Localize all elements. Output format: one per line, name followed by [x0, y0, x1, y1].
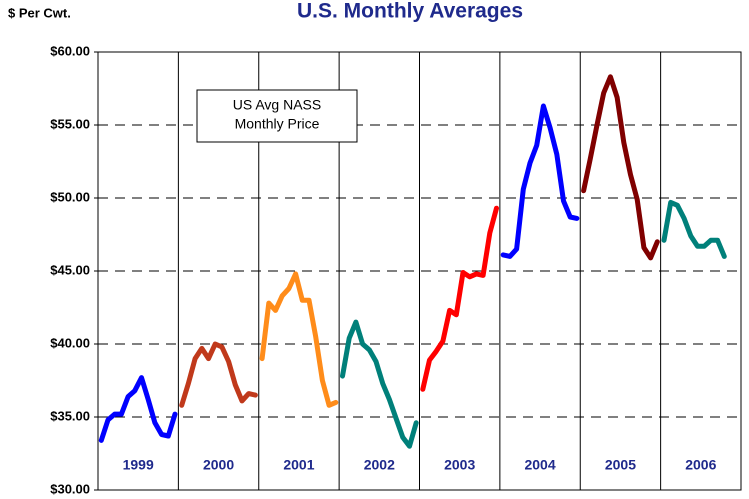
y-tick-label: $30.00 — [50, 481, 90, 496]
chart-title: U.S. Monthly Averages — [297, 0, 523, 23]
y-tick-label: $45.00 — [50, 262, 90, 277]
annotation-box — [196, 89, 358, 143]
year-label: 1999 — [123, 457, 154, 473]
line-series — [500, 103, 580, 259]
y-tick-label: $35.00 — [50, 408, 90, 423]
year-label: 2004 — [524, 457, 555, 473]
annotation-text: US Avg NASS — [233, 97, 321, 113]
y-axis-label: $ Per Cwt. — [8, 5, 71, 20]
year-label: 2001 — [283, 457, 314, 473]
year-label: 2002 — [364, 457, 395, 473]
y-tick-label: $40.00 — [50, 335, 90, 350]
year-label: 2000 — [203, 457, 234, 473]
year-label: 2003 — [444, 457, 475, 473]
line-series — [98, 375, 178, 443]
year-label: 2005 — [605, 457, 636, 473]
line-series — [661, 199, 727, 259]
line-series — [259, 271, 339, 408]
y-tick-label: $55.00 — [50, 116, 90, 131]
line-series — [340, 319, 419, 449]
annotation-text: Monthly Price — [235, 116, 320, 132]
line-series — [179, 341, 258, 408]
line-series — [581, 74, 660, 261]
year-label: 2006 — [685, 457, 716, 473]
line-series — [420, 205, 499, 392]
y-tick-label: $50.00 — [50, 189, 90, 204]
y-tick-label: $60.00 — [50, 43, 90, 58]
